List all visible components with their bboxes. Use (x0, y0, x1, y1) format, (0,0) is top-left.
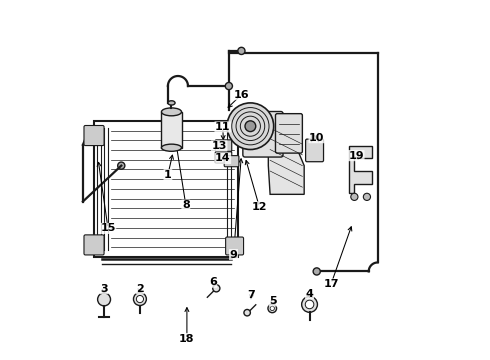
Circle shape (351, 193, 358, 201)
Circle shape (118, 162, 125, 169)
Text: 5: 5 (269, 296, 277, 306)
Text: 19: 19 (348, 150, 364, 161)
Polygon shape (349, 146, 372, 193)
FancyBboxPatch shape (215, 140, 232, 151)
Text: 10: 10 (309, 133, 324, 143)
Circle shape (244, 310, 250, 316)
FancyBboxPatch shape (275, 114, 302, 153)
FancyBboxPatch shape (224, 156, 239, 167)
Text: 1: 1 (164, 170, 172, 180)
Circle shape (225, 82, 232, 90)
Text: 11: 11 (215, 122, 230, 132)
Ellipse shape (161, 108, 181, 116)
Text: 13: 13 (212, 141, 227, 151)
Circle shape (238, 47, 245, 54)
Bar (95, 121, 238, 257)
Circle shape (227, 103, 274, 149)
Text: 9: 9 (230, 249, 238, 260)
Circle shape (270, 306, 274, 311)
FancyBboxPatch shape (243, 112, 283, 157)
Polygon shape (269, 132, 304, 194)
Circle shape (136, 296, 144, 303)
Text: 17: 17 (323, 279, 339, 289)
Circle shape (313, 268, 320, 275)
FancyBboxPatch shape (84, 126, 104, 145)
Text: 18: 18 (179, 333, 195, 343)
FancyBboxPatch shape (215, 152, 232, 163)
Text: 12: 12 (251, 202, 267, 212)
Text: 2: 2 (136, 284, 144, 294)
FancyBboxPatch shape (225, 237, 244, 255)
Text: 15: 15 (100, 224, 116, 233)
Ellipse shape (168, 101, 175, 105)
Circle shape (98, 293, 111, 306)
Ellipse shape (161, 144, 181, 151)
Circle shape (245, 121, 256, 132)
Circle shape (268, 304, 276, 313)
Circle shape (302, 297, 318, 312)
Circle shape (213, 285, 220, 292)
Text: 16: 16 (234, 90, 249, 100)
FancyBboxPatch shape (306, 139, 323, 162)
Text: 6: 6 (209, 277, 217, 287)
Text: 4: 4 (306, 289, 314, 299)
Text: 3: 3 (100, 284, 108, 294)
Circle shape (305, 300, 314, 309)
Circle shape (364, 193, 370, 201)
Circle shape (133, 293, 147, 306)
Text: 8: 8 (182, 200, 190, 210)
FancyBboxPatch shape (84, 235, 104, 255)
Text: 14: 14 (215, 153, 231, 163)
Bar (161, 112, 181, 148)
Text: 7: 7 (247, 291, 255, 301)
